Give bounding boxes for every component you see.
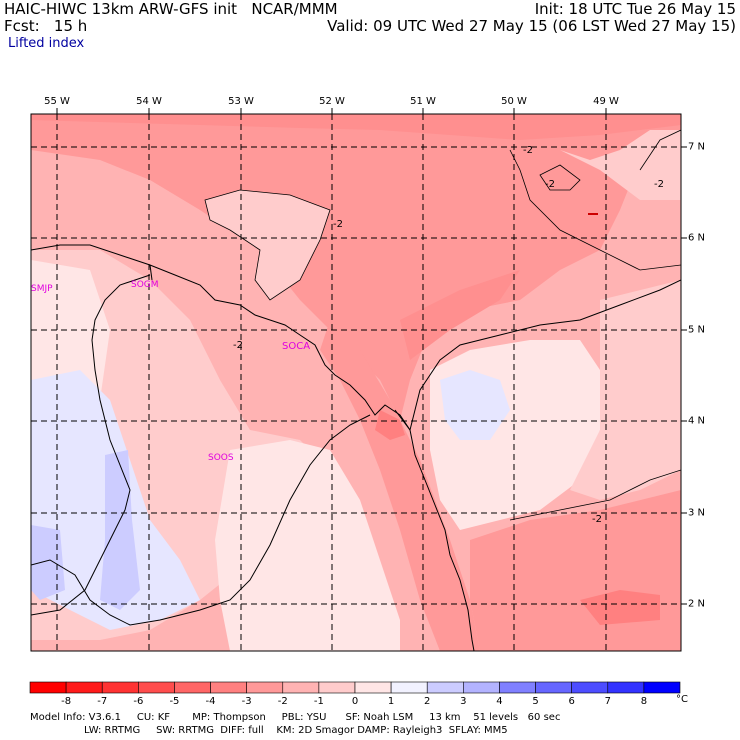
field-south-pale — [215, 440, 400, 651]
contour-label: -2 — [523, 145, 533, 156]
contour-label: -2 — [592, 514, 602, 525]
field-east-pink — [570, 280, 681, 500]
colorbar-swatch — [643, 681, 681, 694]
colorbar-tick-label: 1 — [387, 696, 395, 707]
colorbar-swatch — [571, 681, 609, 694]
colorbar-tick-label: 0 — [351, 696, 359, 707]
colorbar-tick-label: -8 — [61, 696, 72, 707]
colorbar-swatch — [174, 681, 211, 694]
colorbar-tick-label: 3 — [460, 696, 467, 707]
field-east-blue — [440, 370, 510, 440]
colorbar-tick-label: -3 — [241, 696, 252, 707]
lat-label: 6 N — [688, 232, 706, 244]
colorbar-swatch — [282, 681, 320, 694]
colorbar-swatch — [499, 681, 536, 694]
contour-north — [204, 189, 331, 301]
shaded-field — [31, 114, 681, 651]
colorbar-tick-label: -2 — [277, 696, 288, 707]
lon-label: 53 W — [228, 96, 254, 107]
border-tick — [149, 264, 153, 281]
colorbar-tick-label: -4 — [205, 696, 216, 707]
contour-ne — [509, 149, 681, 271]
colorbar-tick-label: 7 — [604, 696, 611, 707]
contour-ne-island — [539, 164, 581, 191]
field-band-edge — [31, 114, 681, 140]
colorbar-swatch — [426, 681, 464, 694]
colorbar-tick-label: 4 — [496, 696, 503, 707]
lat-label: 7 N — [688, 141, 706, 153]
colorbar-tick-label: -5 — [169, 696, 180, 707]
colorbar-tick-label: 6 — [568, 696, 575, 707]
map-frame — [30, 113, 682, 652]
frame-ticks — [56, 108, 687, 605]
field-se-spot — [580, 590, 660, 625]
colorbar-swatch — [354, 681, 392, 694]
border-suriname-w — [31, 274, 151, 616]
footer-physics: LW: RRTMG SW: RRTMG DIFF: full KM: 2D Sm… — [30, 725, 508, 736]
field-ne-pale — [520, 130, 681, 200]
contour-label: -2 — [545, 179, 555, 190]
colorbar-tick-label: -6 — [133, 696, 144, 707]
border-east — [394, 279, 681, 432]
field-band-north — [31, 114, 681, 420]
colorbar-tick-label: -7 — [97, 696, 108, 707]
gridlines — [31, 114, 681, 651]
station-label: SOCA — [282, 341, 311, 352]
colorbar-tick-label: 5 — [532, 696, 539, 707]
field-spot-ne — [400, 270, 520, 360]
station-label: SMJP — [31, 284, 53, 294]
field-spot-dark — [375, 410, 405, 440]
header-init: Init: 18 UTC Tue 26 May 15 — [534, 0, 736, 18]
lon-label: 49 W — [593, 96, 619, 107]
field-name: Lifted index — [8, 36, 85, 51]
lat-label: 5 N — [688, 324, 706, 336]
colorbar-swatch — [607, 681, 645, 694]
colorbar-tick-label: -1 — [313, 696, 324, 707]
station-label: SOGM — [131, 280, 159, 290]
colorbar — [29, 681, 681, 694]
header-title: HAIC-HIWC 13km ARW-GFS init NCAR/MMM — [4, 0, 338, 18]
lon-label: 51 W — [410, 96, 436, 107]
lat-label: 3 N — [688, 507, 706, 519]
lat-label: 4 N — [688, 415, 706, 427]
colorbar-swatch — [463, 681, 500, 694]
lon-label: 55 W — [44, 96, 70, 107]
field-sw-blue2 — [31, 525, 65, 600]
field-strip-central — [320, 320, 480, 651]
colorbar-swatch — [535, 681, 572, 694]
contour-label: -2 — [654, 179, 664, 190]
contour-label: -2 — [333, 219, 343, 230]
lon-label: 54 W — [136, 96, 162, 107]
colorbar-swatch — [65, 681, 103, 694]
lon-label: 50 W — [501, 96, 527, 107]
colorbar-swatch — [390, 681, 428, 694]
header-valid: Valid: 09 UTC Wed 27 May 15 (06 LST Wed … — [327, 17, 736, 35]
field-n-island — [205, 190, 330, 300]
lat-label: 2 N — [688, 598, 706, 610]
colorbar-tick-label: 2 — [424, 696, 431, 707]
station-label: SOOS — [208, 453, 234, 463]
contour-ne2 — [639, 129, 681, 171]
colorbar-swatch — [210, 681, 247, 694]
colorbar-swatch — [318, 681, 356, 694]
colorbar-unit: °C — [676, 694, 688, 705]
colorbar-swatch — [101, 681, 139, 694]
contour-label: -2 — [233, 340, 243, 351]
lon-label: 52 W — [319, 96, 345, 107]
coastlines — [31, 244, 681, 651]
colorbar-tick-label: 8 — [640, 696, 648, 707]
colorbar-swatch — [29, 681, 67, 694]
coast-main — [31, 244, 475, 651]
header-forecast: Fcst: 15 h — [4, 17, 88, 35]
footer-model-info: Model Info: V3.6.1 CU: KF MP: Thompson P… — [30, 712, 561, 723]
border-south — [31, 414, 371, 626]
colorbar-swatch — [138, 681, 175, 694]
colorbar-swatch — [246, 681, 284, 694]
